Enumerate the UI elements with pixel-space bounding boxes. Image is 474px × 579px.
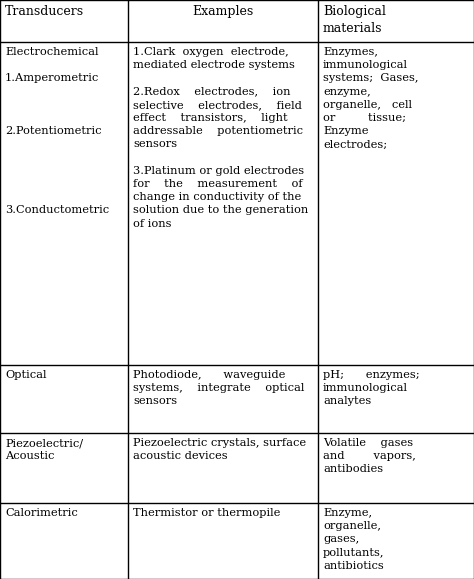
Text: Optical: Optical (5, 370, 46, 380)
Text: Biological
materials: Biological materials (323, 5, 386, 35)
Text: Electrochemical

1.Amperometric



2.Potentiometric





3.Conductometric: Electrochemical 1.Amperometric 2.Potenti… (5, 47, 109, 215)
Text: pH;      enzymes;
immunological
analytes: pH; enzymes; immunological analytes (323, 370, 419, 406)
Text: 1.Clark  oxygen  electrode,
mediated electrode systems

2.Redox    electrodes,  : 1.Clark oxygen electrode, mediated elect… (133, 47, 308, 229)
Text: Piezoelectric/
Acoustic: Piezoelectric/ Acoustic (5, 438, 83, 461)
Text: Enzymes,
immunological
systems;  Gases,
enzyme,
organelle,   cell
or         tis: Enzymes, immunological systems; Gases, e… (323, 47, 419, 149)
Text: Photodiode,      waveguide
systems,    integrate    optical
sensors: Photodiode, waveguide systems, integrate… (133, 370, 304, 406)
Text: Enzyme,
organelle,
gases,
pollutants,
antibiotics: Enzyme, organelle, gases, pollutants, an… (323, 508, 384, 571)
Text: Volatile    gases
and        vapors,
antibodies: Volatile gases and vapors, antibodies (323, 438, 416, 474)
Text: Examples: Examples (192, 5, 254, 18)
Text: Piezoelectric crystals, surface
acoustic devices: Piezoelectric crystals, surface acoustic… (133, 438, 306, 461)
Text: Thermistor or thermopile: Thermistor or thermopile (133, 508, 281, 518)
Text: Transducers: Transducers (5, 5, 84, 18)
Text: Calorimetric: Calorimetric (5, 508, 78, 518)
